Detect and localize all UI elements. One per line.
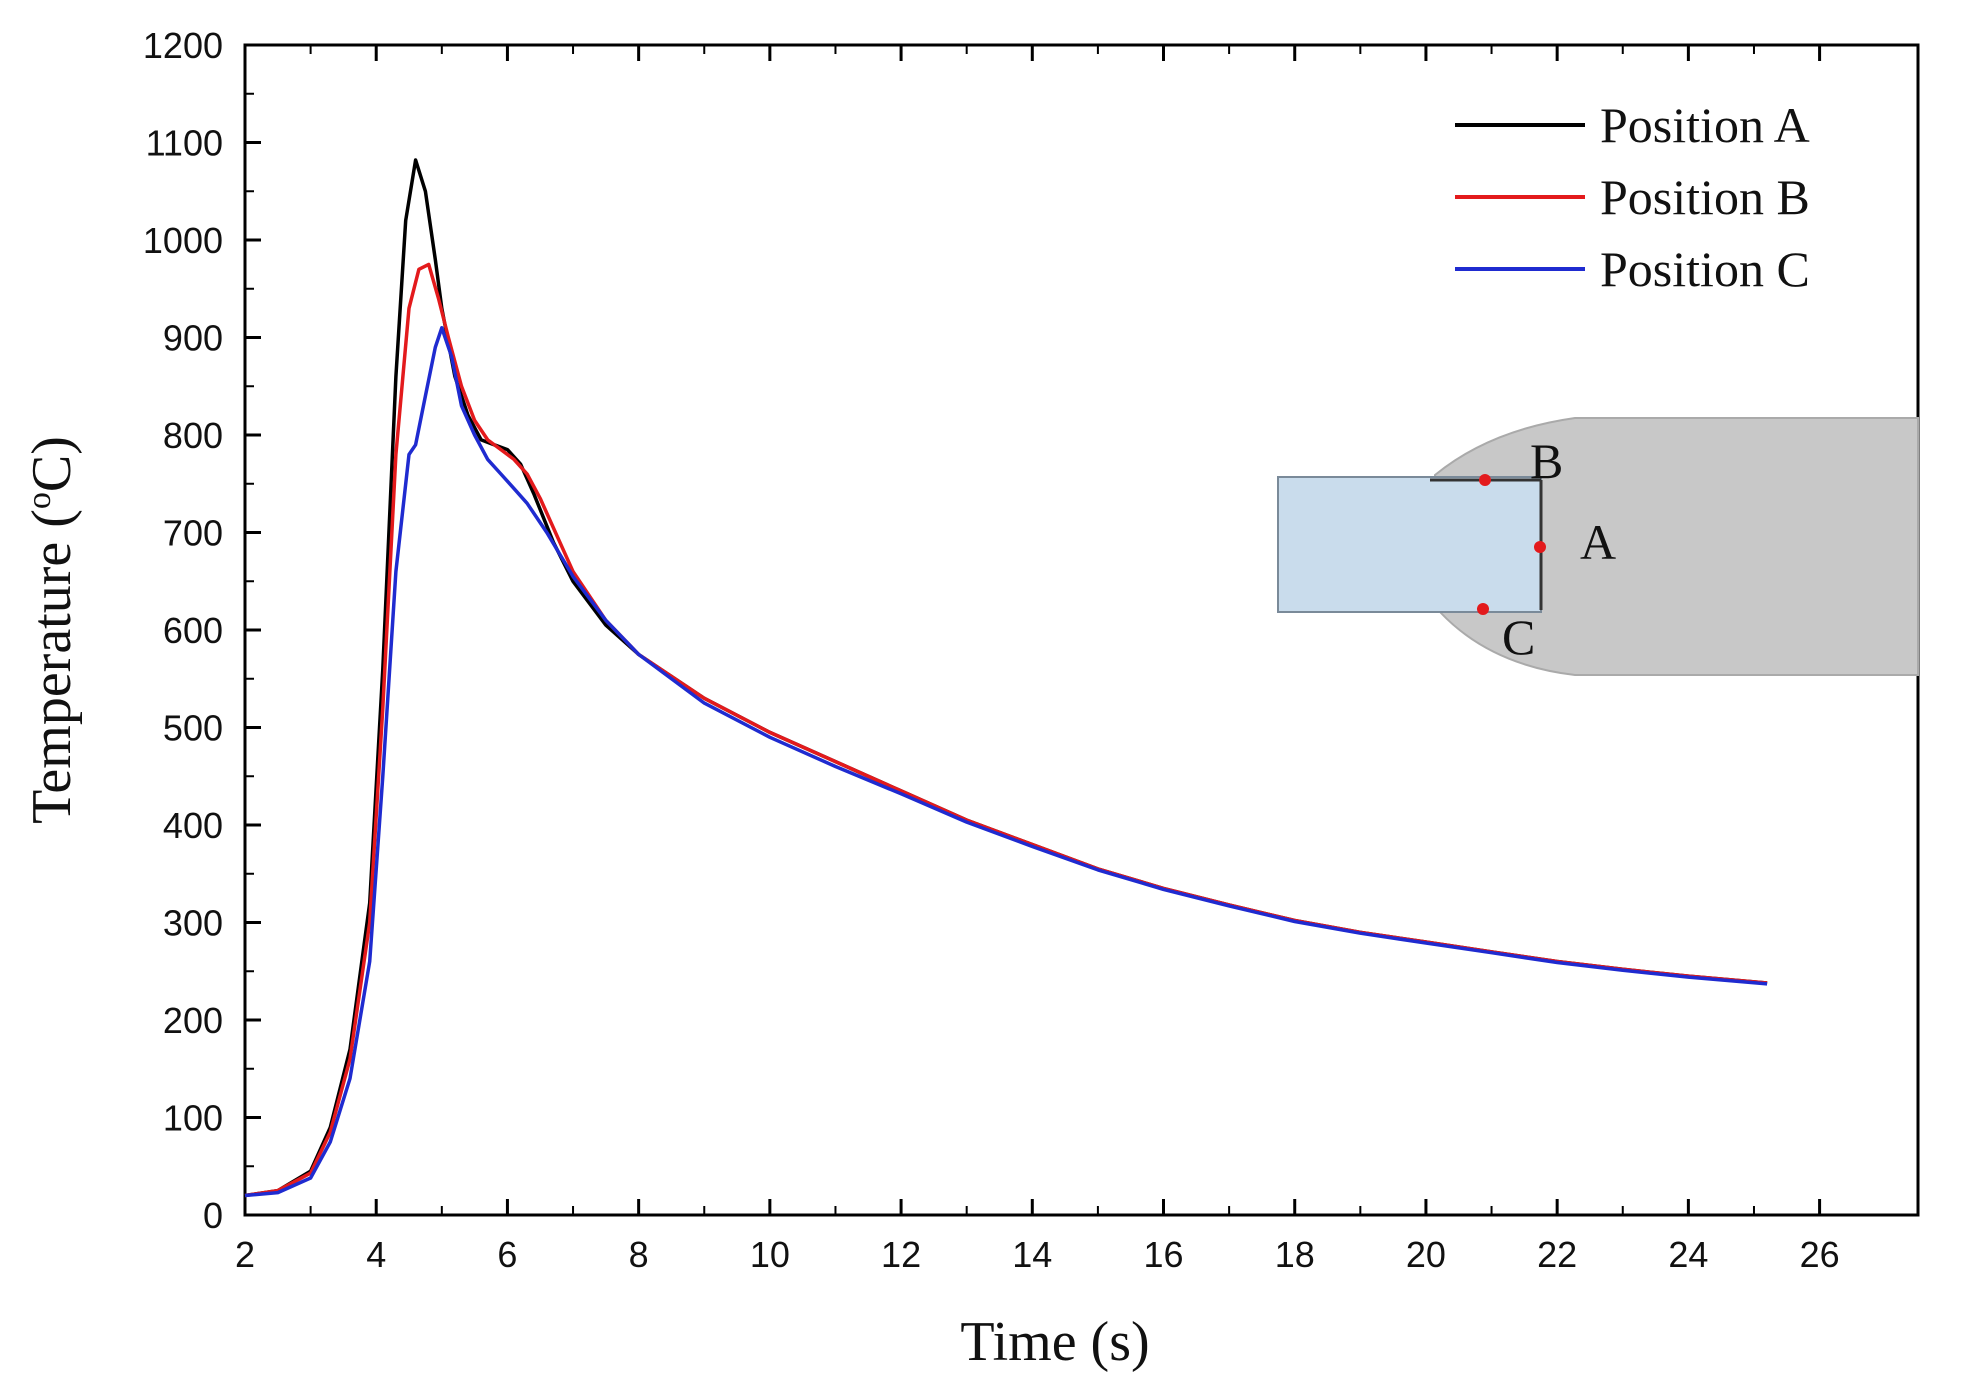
x-axis-title: Time (s)	[960, 1311, 1149, 1373]
y-tick-label: 1200	[143, 25, 223, 66]
inset-label-c: C	[1502, 609, 1535, 665]
x-tick-label: 10	[750, 1234, 790, 1275]
x-tick-label: 6	[497, 1234, 517, 1275]
y-tick-label: 800	[163, 415, 223, 456]
y-axis-title-main: Temperature (	[21, 509, 83, 824]
y-tick-label: 1000	[143, 220, 223, 261]
y-tick-label: 0	[203, 1195, 223, 1236]
series-line-position-c	[244, 326, 1768, 1198]
legend-label: Position B	[1600, 169, 1810, 225]
y-tick-label: 600	[163, 610, 223, 651]
inset-label-b: B	[1530, 433, 1563, 489]
inset-label-a: A	[1580, 514, 1616, 570]
y-tick-label: 900	[163, 318, 223, 359]
x-tick-label: 2	[235, 1234, 255, 1275]
y-tick-label: 1100	[146, 123, 223, 164]
y-tick-label: 100	[163, 1098, 223, 1139]
legend: Position A Position B Position C	[1455, 97, 1810, 297]
y-tick-label: 200	[163, 1000, 223, 1041]
inset-point-b	[1479, 474, 1491, 486]
y-axis-title-degree: o	[21, 492, 58, 509]
legend-label: Position A	[1600, 97, 1810, 153]
inset-point-c	[1477, 603, 1489, 615]
x-tick-label: 24	[1668, 1234, 1708, 1275]
inset-weld-region	[1434, 417, 1919, 676]
inset-point-a	[1534, 541, 1546, 553]
y-tick-label: 400	[163, 805, 223, 846]
y-tick-label: 300	[163, 903, 223, 944]
x-tick-label: 12	[881, 1234, 921, 1275]
y-tick-label: 700	[163, 513, 223, 554]
x-tick-label: 4	[366, 1234, 386, 1275]
axis-titles: Time (s) Temperature (oC)	[21, 436, 1150, 1373]
y-axis-title-unit: C)	[21, 436, 83, 492]
x-tick-label: 26	[1800, 1234, 1840, 1275]
y-axis-title: Temperature (oC)	[21, 436, 83, 824]
x-tick-label: 14	[1012, 1234, 1052, 1275]
y-tick-label: 500	[163, 708, 223, 749]
inset-diagram: B A C	[1277, 417, 1919, 676]
inset-plate	[1277, 476, 1542, 613]
x-tick-label: 8	[629, 1234, 649, 1275]
x-tick-label: 18	[1275, 1234, 1315, 1275]
legend-label: Position C	[1600, 241, 1810, 297]
x-tick-label: 22	[1537, 1234, 1577, 1275]
series-layer	[244, 158, 1768, 1198]
x-tick-label: 20	[1406, 1234, 1446, 1275]
x-tick-label: 16	[1143, 1234, 1183, 1275]
axes-layer: 2 4 6 8 10 12 14 16 18 20 22 24 26010020030040050060…	[143, 25, 1920, 1275]
